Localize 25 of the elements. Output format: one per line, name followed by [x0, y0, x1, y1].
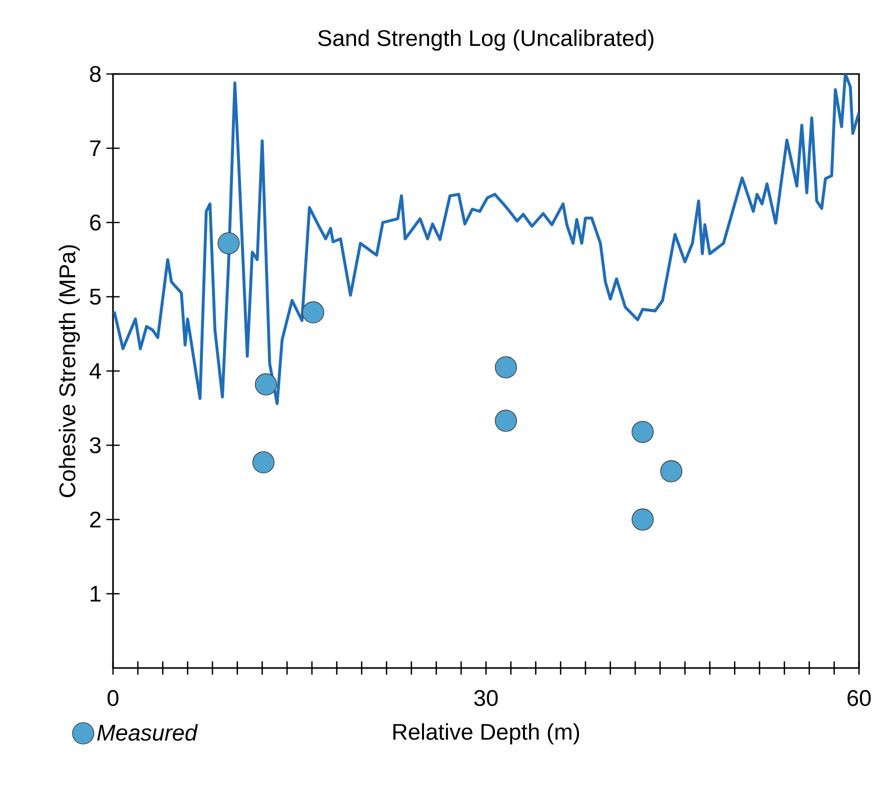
y-tick-label: 6: [90, 214, 101, 231]
point: [632, 420, 654, 443]
y-tick-label: 4: [90, 363, 101, 379]
point: [494, 356, 517, 378]
y-tick-label: 1: [90, 586, 101, 602]
x-tick-label: 60: [848, 690, 871, 706]
y-axis-title: Cohesive Strength (MPa): [58, 245, 80, 498]
y-tick-label: 8: [90, 66, 101, 82]
y-tick-label: 3: [90, 437, 101, 454]
y-tick-label: 7: [90, 140, 100, 156]
point: [302, 301, 324, 324]
y-tick-label: 5: [90, 288, 101, 305]
line-series: [113, 74, 860, 406]
point: [218, 232, 240, 254]
legend-label: Measured: [97, 724, 198, 741]
point: [252, 451, 275, 474]
point: [254, 373, 278, 396]
chart-title: Sand Strength Log (Uncalibrated): [318, 30, 654, 51]
x-axis-title: Relative Depth (m): [393, 723, 580, 744]
point: [632, 508, 654, 531]
x-tick-label: 0: [108, 690, 118, 706]
x-tick-label: 30: [474, 690, 498, 706]
y-tick-label: 2: [90, 512, 100, 528]
point: [660, 460, 682, 482]
point: [494, 410, 517, 432]
